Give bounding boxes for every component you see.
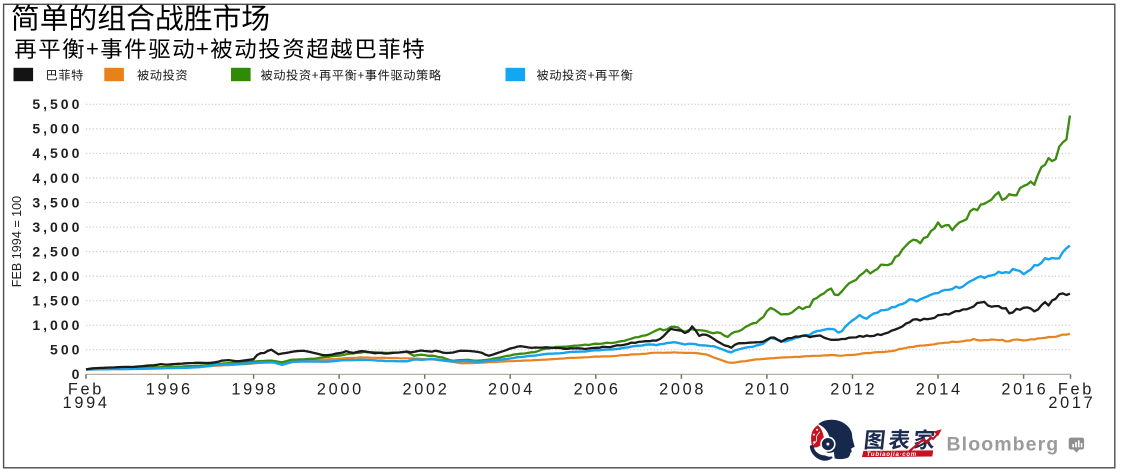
svg-text:1,000: 1,000 (32, 317, 82, 333)
svg-text:5,000: 5,000 (32, 121, 82, 137)
svg-text:2002: 2002 (402, 381, 449, 399)
svg-text:1998: 1998 (231, 381, 278, 399)
svg-text:Feb: Feb (1058, 381, 1094, 399)
svg-text:5,500: 5,500 (32, 96, 82, 112)
svg-text:0: 0 (72, 366, 83, 382)
svg-text:2000: 2000 (317, 381, 364, 399)
svg-text:2014: 2014 (916, 381, 963, 399)
svg-text:1994: 1994 (63, 394, 110, 412)
svg-text:4,500: 4,500 (32, 145, 82, 161)
svg-text:Tubiaojia·com: Tubiaojia·com (867, 451, 917, 458)
svg-text:2016: 2016 (1001, 381, 1048, 399)
svg-text:2006: 2006 (574, 381, 621, 399)
svg-text:1996: 1996 (146, 381, 193, 399)
svg-text:1,500: 1,500 (32, 293, 82, 309)
svg-text:2004: 2004 (488, 381, 535, 399)
svg-text:Feb: Feb (68, 381, 104, 399)
svg-text:2017: 2017 (1048, 394, 1095, 412)
svg-text:2010: 2010 (745, 381, 792, 399)
svg-text:2,000: 2,000 (32, 268, 82, 284)
svg-text:2012: 2012 (830, 381, 877, 399)
svg-text:2008: 2008 (659, 381, 706, 399)
svg-text:FEB 1994 = 100: FEB 1994 = 100 (10, 196, 24, 287)
svg-text:500: 500 (50, 342, 82, 358)
svg-text:2,500: 2,500 (32, 243, 82, 259)
svg-text:Bloomberg: Bloomberg (947, 434, 1060, 456)
svg-text:4,000: 4,000 (32, 170, 82, 186)
svg-text:3,500: 3,500 (32, 194, 82, 210)
svg-text:3,000: 3,000 (32, 219, 82, 235)
